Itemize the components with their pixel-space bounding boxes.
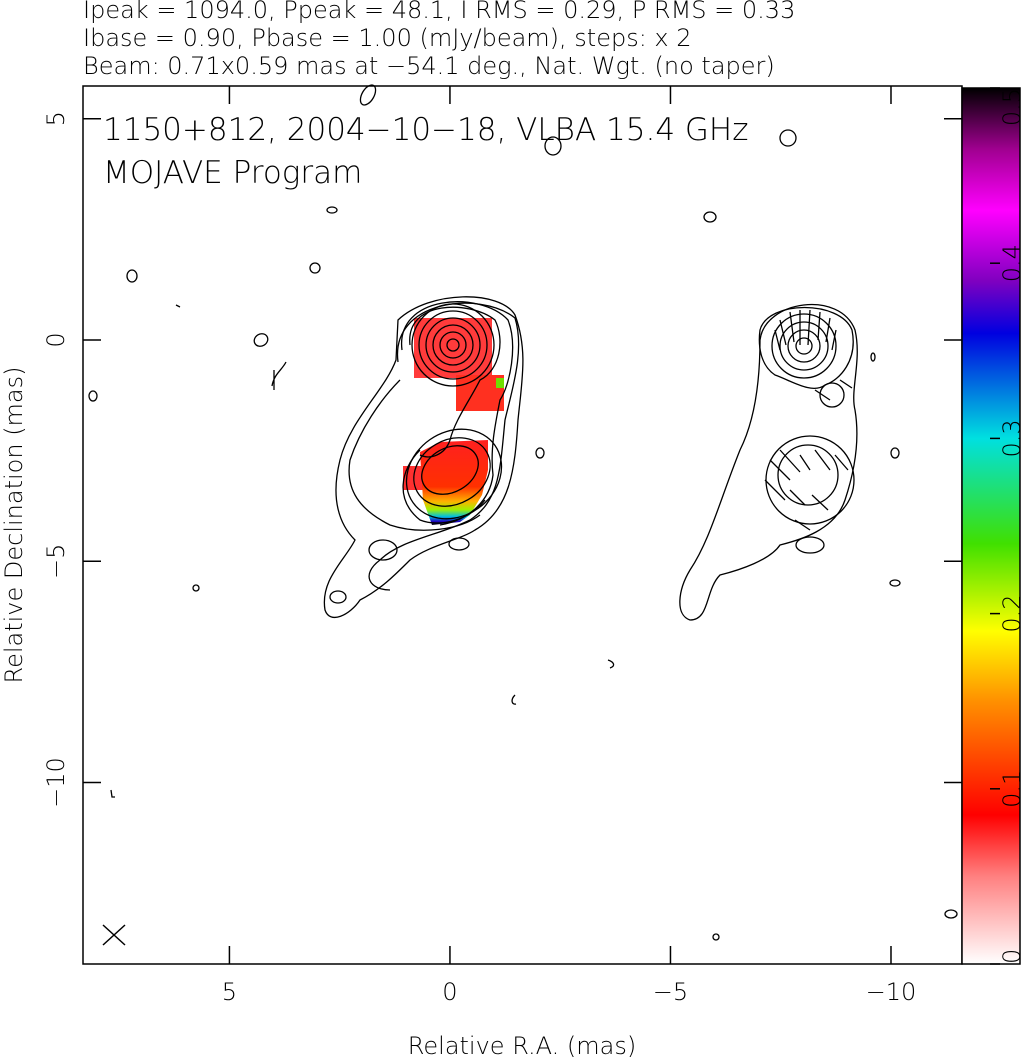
x-tick-label: 5 bbox=[222, 978, 237, 1006]
map-subtitle: MOJAVE Program bbox=[103, 155, 362, 191]
colorbar-tick-label: 0.2 bbox=[998, 595, 1022, 633]
header-line: Ipeak = 1094.0, Ppeak = 48.1, I RMS = 0.… bbox=[83, 0, 795, 24]
beam-marker bbox=[102, 924, 126, 946]
header-line: Beam: 0.71x0.59 mas at −54.1 deg., Nat. … bbox=[83, 52, 775, 80]
plot-frame bbox=[82, 85, 963, 965]
colorbar-tick-label: 0 bbox=[998, 949, 1022, 964]
colorbar-tick-label: 0.3 bbox=[998, 419, 1022, 457]
y-tick-label: −10 bbox=[42, 757, 70, 808]
colorbar-tick-label: 0.4 bbox=[998, 244, 1022, 282]
polarization-image bbox=[403, 318, 504, 525]
map-title: 1150+812, 2004−10−18, VLBA 15.4 GHz bbox=[103, 112, 749, 148]
y-axis-label: Relative Declination (mas) bbox=[0, 366, 28, 683]
header-line: Ibase = 0.90, Pbase = 1.00 (mJy/beam), s… bbox=[83, 24, 692, 52]
contours bbox=[88, 84, 958, 941]
x-axis-label: Relative R.A. (mas) bbox=[408, 1032, 636, 1060]
y-tick-label: −5 bbox=[42, 544, 70, 579]
y-tick-label: 0 bbox=[42, 332, 70, 347]
y-tick-label: 5 bbox=[42, 111, 70, 126]
x-tick-label: −5 bbox=[653, 978, 688, 1006]
colorbar bbox=[961, 87, 1021, 965]
colorbar-tick-label: 0.5 bbox=[998, 88, 1022, 126]
x-tick-label: 0 bbox=[442, 978, 457, 1006]
x-tick-label: −10 bbox=[866, 978, 917, 1006]
colorbar-tick-label: 0.1 bbox=[998, 770, 1022, 808]
